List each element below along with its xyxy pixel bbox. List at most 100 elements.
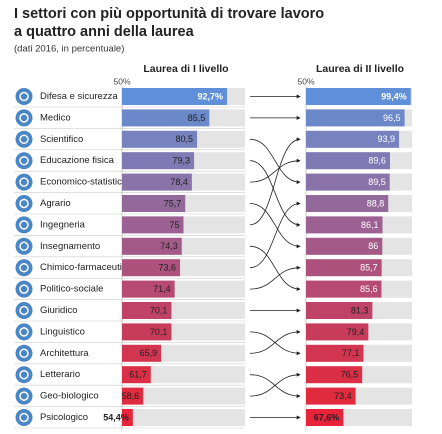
category-label: Architettura — [40, 348, 89, 359]
category-label: Linguistico — [40, 326, 85, 337]
value-label: 76,5 — [341, 370, 359, 380]
link-arrow — [249, 138, 301, 185]
bar — [306, 344, 364, 362]
bar — [306, 280, 382, 298]
value-label: 88,8 — [367, 198, 385, 208]
category-label: Giuridico — [40, 305, 78, 316]
category-label: Educazione fisica — [40, 155, 115, 166]
value-label: 92,7% — [198, 91, 224, 101]
bar — [306, 152, 390, 170]
value-label: 89,5 — [368, 177, 386, 187]
bar — [306, 130, 400, 148]
bar — [122, 259, 181, 277]
icon — [15, 387, 33, 405]
icon — [19, 262, 29, 273]
value-label: 86,1 — [361, 220, 379, 230]
value-label: 89,6 — [368, 156, 386, 166]
bar — [306, 366, 363, 384]
category-label: Economico-statistico — [40, 177, 127, 188]
value-label: 79,3 — [173, 156, 191, 166]
icon — [15, 259, 33, 277]
icon — [15, 216, 33, 234]
value-label: 65,9 — [140, 348, 158, 358]
category-label: Politico-sociale — [40, 284, 103, 295]
icon — [19, 113, 29, 123]
value-label: 54,4% — [103, 412, 129, 422]
bar — [122, 387, 144, 405]
value-label: 93,9 — [378, 134, 396, 144]
icon — [19, 220, 29, 230]
bar — [306, 173, 390, 191]
value-label: 81,3 — [351, 305, 369, 315]
value-label: 99,4% — [381, 91, 407, 101]
title: I settori con più opportunità di trovare… — [14, 6, 324, 22]
icon — [15, 409, 33, 426]
icon — [19, 348, 29, 359]
bar — [122, 152, 195, 170]
bar — [122, 130, 198, 148]
value-label: 58,6 — [122, 391, 140, 401]
value-label: 73,4 — [334, 391, 352, 401]
value-label: 85,7 — [360, 263, 378, 273]
link-arrow — [249, 374, 301, 399]
value-label: 86 — [368, 241, 378, 251]
icon — [15, 302, 33, 319]
value-label: 74,3 — [160, 241, 178, 251]
bar — [122, 88, 228, 105]
category-label: Medico — [40, 112, 71, 123]
bar — [306, 387, 356, 405]
value-label: 61,7 — [129, 370, 147, 380]
bar — [122, 302, 172, 319]
category-label: Agrario — [40, 198, 71, 209]
bar — [306, 195, 389, 212]
value-label: 77,1 — [342, 348, 360, 358]
icon — [15, 237, 33, 255]
value-label: 70,1 — [150, 327, 168, 337]
category-label: Geo-biologico — [40, 391, 99, 402]
bar — [122, 344, 162, 362]
icon — [15, 366, 33, 384]
x-tick-label: 50% — [297, 76, 314, 86]
bar — [122, 237, 182, 255]
link-arrow — [249, 265, 301, 290]
bar — [306, 323, 369, 341]
bar — [122, 195, 186, 212]
icon — [15, 130, 33, 148]
icon — [19, 91, 29, 102]
icon — [15, 195, 33, 212]
icon — [15, 109, 33, 127]
value-label: 85,5 — [188, 113, 206, 123]
value-label: 96,5 — [383, 113, 401, 123]
category-label: Chimico-farmaceutico — [40, 262, 132, 273]
legend-entry: Laurea di II livello — [316, 63, 404, 75]
bar — [306, 88, 411, 105]
icon — [19, 305, 29, 316]
value-label: 71,4 — [153, 284, 171, 294]
icon — [19, 241, 29, 252]
icon — [15, 344, 33, 362]
category-label: Insegnamento — [40, 241, 100, 252]
icon — [15, 88, 33, 105]
icon — [15, 323, 33, 341]
category-label: Psicologico — [40, 412, 88, 423]
icon — [19, 177, 29, 187]
title: a quattro anni della laurea — [14, 24, 195, 40]
bar — [122, 109, 210, 127]
link-arrow — [249, 160, 301, 227]
x-tick-label: 50% — [113, 76, 130, 86]
bar-track — [122, 387, 245, 405]
icon — [19, 284, 29, 294]
value-label: 75,7 — [164, 198, 182, 208]
category-label: Difesa e sicurezza — [40, 91, 118, 102]
bar — [306, 302, 373, 319]
icon — [19, 198, 29, 209]
icon — [19, 134, 29, 145]
icon — [19, 327, 29, 337]
value-label: 80,5 — [175, 134, 193, 144]
bar-track — [122, 409, 245, 426]
bar — [122, 280, 175, 298]
value-label: 70,1 — [150, 305, 168, 315]
category-label: Ingegneria — [40, 219, 86, 230]
